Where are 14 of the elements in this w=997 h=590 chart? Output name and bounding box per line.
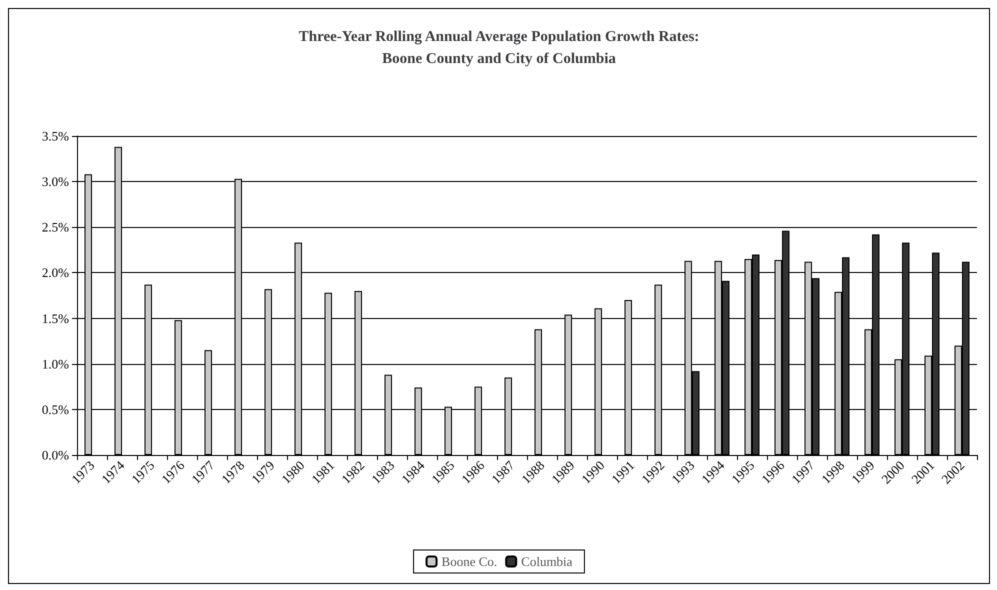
x-tick-label: 2001 <box>908 458 938 487</box>
legend-label: Columbia <box>521 554 573 569</box>
legend-label: Boone Co. <box>442 554 498 569</box>
x-tick-label: 1991 <box>608 458 638 487</box>
y-tick-label: 3.5% <box>42 128 70 144</box>
y-tick-label: 2.5% <box>42 220 70 235</box>
y-tick-label: 1.0% <box>42 356 70 372</box>
y-tick-label: 0.5% <box>42 402 70 417</box>
chart-title: Three-Year Rolling Annual Average Population Growth Rates: Boone County and City of Columbia <box>298 29 700 67</box>
y-tick-label: 3.0% <box>42 174 70 190</box>
y-tick-label: 1.5% <box>42 310 70 326</box>
y-tick-label: 2.0% <box>42 265 70 280</box>
x-tick-label: 1981 <box>308 458 338 487</box>
y-tick-label: 0.0% <box>42 448 70 462</box>
